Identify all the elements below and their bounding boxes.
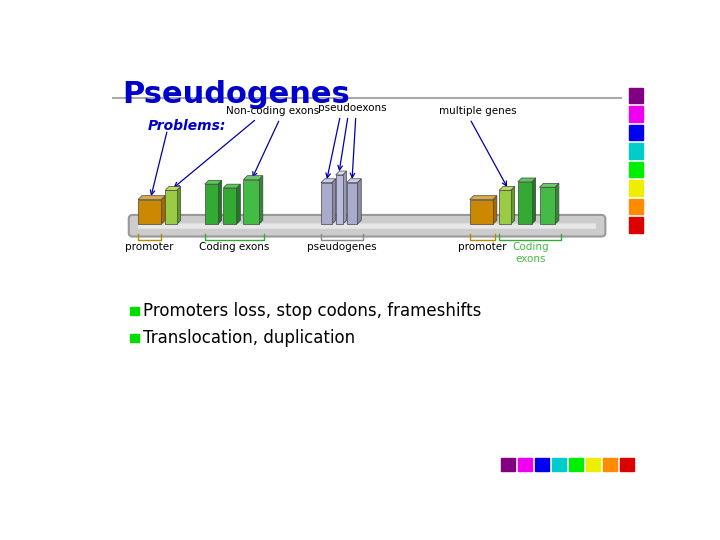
Polygon shape — [555, 184, 559, 224]
Polygon shape — [518, 182, 532, 224]
Polygon shape — [346, 183, 357, 224]
Polygon shape — [177, 186, 181, 224]
Polygon shape — [343, 171, 346, 224]
Polygon shape — [493, 195, 497, 224]
Polygon shape — [321, 183, 332, 224]
Text: Pseudogenes: Pseudogenes — [122, 80, 351, 109]
Polygon shape — [346, 179, 361, 183]
Polygon shape — [518, 178, 536, 182]
Text: pseudogenes: pseudogenes — [307, 242, 377, 252]
Bar — [629, 162, 642, 177]
Text: Promoters loss, stop codons, frameshifts: Promoters loss, stop codons, frameshifts — [143, 302, 482, 320]
Polygon shape — [357, 179, 361, 224]
Polygon shape — [243, 176, 263, 179]
Bar — [629, 143, 642, 159]
Bar — [629, 199, 642, 214]
Bar — [130, 334, 139, 342]
Polygon shape — [336, 175, 343, 224]
Bar — [569, 457, 583, 471]
Bar — [518, 457, 532, 471]
Text: Translocation, duplication: Translocation, duplication — [143, 329, 356, 347]
Polygon shape — [243, 179, 259, 224]
Polygon shape — [336, 171, 346, 175]
Polygon shape — [539, 187, 555, 224]
Bar — [629, 217, 642, 233]
Text: Problems:: Problems: — [148, 119, 227, 133]
Bar — [535, 457, 549, 471]
Polygon shape — [539, 184, 559, 187]
Text: promoter: promoter — [458, 242, 506, 252]
Bar — [629, 88, 642, 103]
Polygon shape — [510, 186, 515, 224]
Bar — [586, 457, 600, 471]
FancyBboxPatch shape — [129, 215, 606, 237]
Bar — [500, 457, 515, 471]
Polygon shape — [161, 195, 165, 224]
Polygon shape — [469, 200, 493, 224]
Polygon shape — [165, 190, 177, 224]
Text: multiple genes: multiple genes — [438, 106, 516, 116]
Bar — [620, 457, 634, 471]
Bar — [552, 457, 566, 471]
Polygon shape — [532, 178, 536, 224]
Polygon shape — [469, 195, 497, 200]
Polygon shape — [259, 176, 263, 224]
Text: Non-coding exons: Non-coding exons — [225, 106, 319, 116]
Text: pseudoexons: pseudoexons — [318, 103, 386, 112]
Polygon shape — [332, 179, 336, 224]
Polygon shape — [499, 190, 510, 224]
Polygon shape — [138, 200, 161, 224]
Bar — [629, 125, 642, 140]
Text: promoter: promoter — [125, 242, 174, 252]
FancyBboxPatch shape — [138, 224, 596, 229]
Polygon shape — [321, 179, 336, 183]
Text: Coding exons: Coding exons — [199, 242, 269, 252]
Polygon shape — [165, 186, 181, 190]
Polygon shape — [204, 180, 222, 184]
Polygon shape — [499, 186, 515, 190]
Polygon shape — [218, 180, 222, 224]
Bar — [603, 457, 617, 471]
Bar — [130, 307, 139, 315]
Bar — [629, 106, 642, 122]
Polygon shape — [138, 195, 165, 200]
Text: Coding
exons: Coding exons — [512, 242, 549, 264]
Polygon shape — [236, 184, 240, 224]
Bar — [629, 180, 642, 195]
Polygon shape — [223, 184, 240, 188]
Polygon shape — [204, 184, 218, 224]
Polygon shape — [223, 188, 236, 224]
